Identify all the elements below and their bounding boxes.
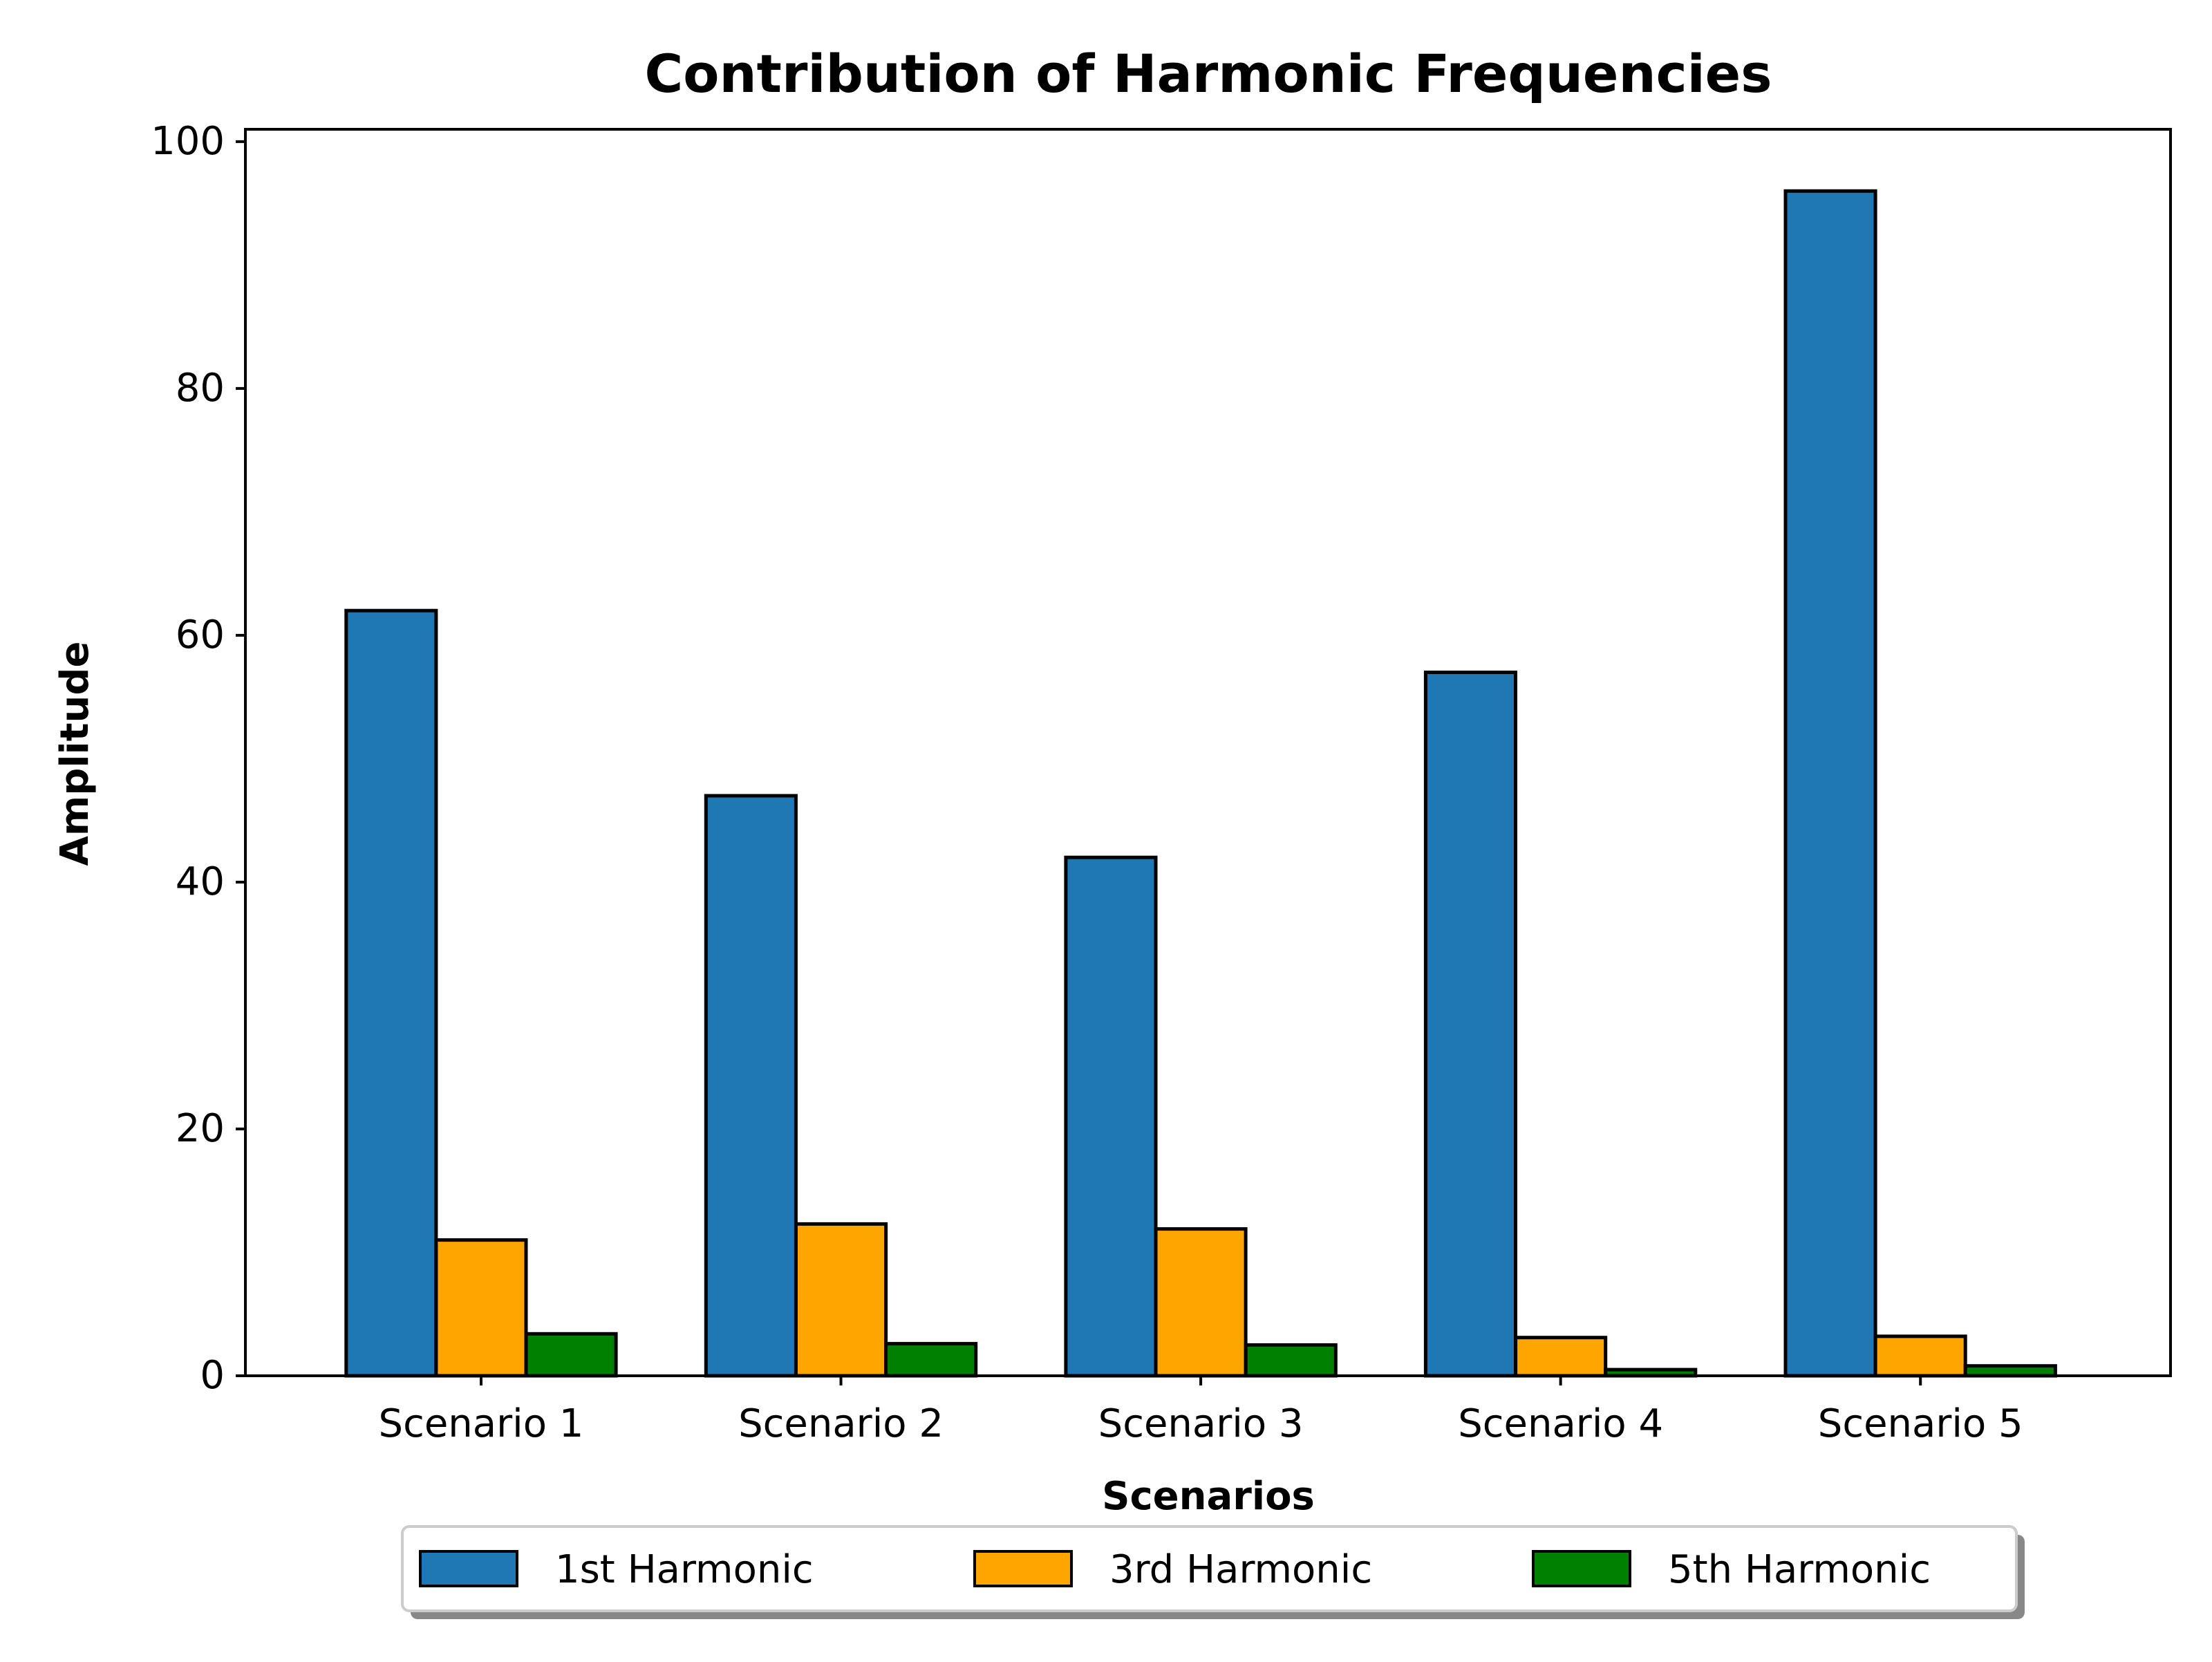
legend-box [401, 1525, 2018, 1612]
legend-label: 3rd Harmonic [1109, 1547, 1372, 1592]
legend-swatch [1532, 1550, 1631, 1587]
y-axis-label: Amplitude [53, 642, 97, 866]
x-tick-label: Scenario 3 [1098, 1401, 1304, 1446]
bar [1873, 1334, 1967, 1378]
y-tick-label: 60 [176, 613, 225, 657]
bar [884, 1342, 978, 1378]
bar [344, 608, 438, 1378]
chart-title: Contribution of Harmonic Frequencies [645, 43, 1772, 104]
x-tick-label: Scenario 5 [1818, 1401, 2023, 1446]
bar [794, 1222, 888, 1378]
bar [434, 1238, 528, 1378]
bar [524, 1332, 618, 1378]
bar [704, 794, 798, 1378]
legend: 1st Harmonic 3rd Harmonic 5th Harmonic [401, 1525, 2025, 1619]
y-tick-label: 20 [176, 1106, 225, 1151]
x-axis-label: Scenarios [1102, 1474, 1315, 1519]
plot-frame [244, 128, 2172, 1377]
plot-area [344, 189, 2057, 1378]
x-tick-label: Scenario 4 [1458, 1401, 1663, 1446]
y-tick-label: 40 [176, 859, 225, 904]
y-tick-label: 80 [176, 366, 225, 411]
bar [1064, 855, 1158, 1378]
bar [1963, 1364, 2057, 1378]
legend-label: 1st Harmonic [555, 1547, 814, 1592]
bar [1154, 1227, 1248, 1378]
bar [1514, 1336, 1608, 1378]
x-tick-label: Scenario 1 [379, 1401, 584, 1446]
x-tick-label: Scenario 2 [738, 1401, 944, 1446]
bar [1244, 1343, 1338, 1378]
bar [1783, 189, 1877, 1378]
legend-swatch [419, 1550, 518, 1587]
legend-label: 5th Harmonic [1668, 1547, 1931, 1592]
bar [1423, 671, 1517, 1378]
axes: 0 20 40 60 80 100 Scenario 1 Scenario 2 Scenario… [151, 119, 2172, 1446]
legend-swatch [973, 1550, 1073, 1587]
y-tick-label: 100 [151, 119, 225, 164]
y-tick-label: 0 [200, 1353, 225, 1398]
